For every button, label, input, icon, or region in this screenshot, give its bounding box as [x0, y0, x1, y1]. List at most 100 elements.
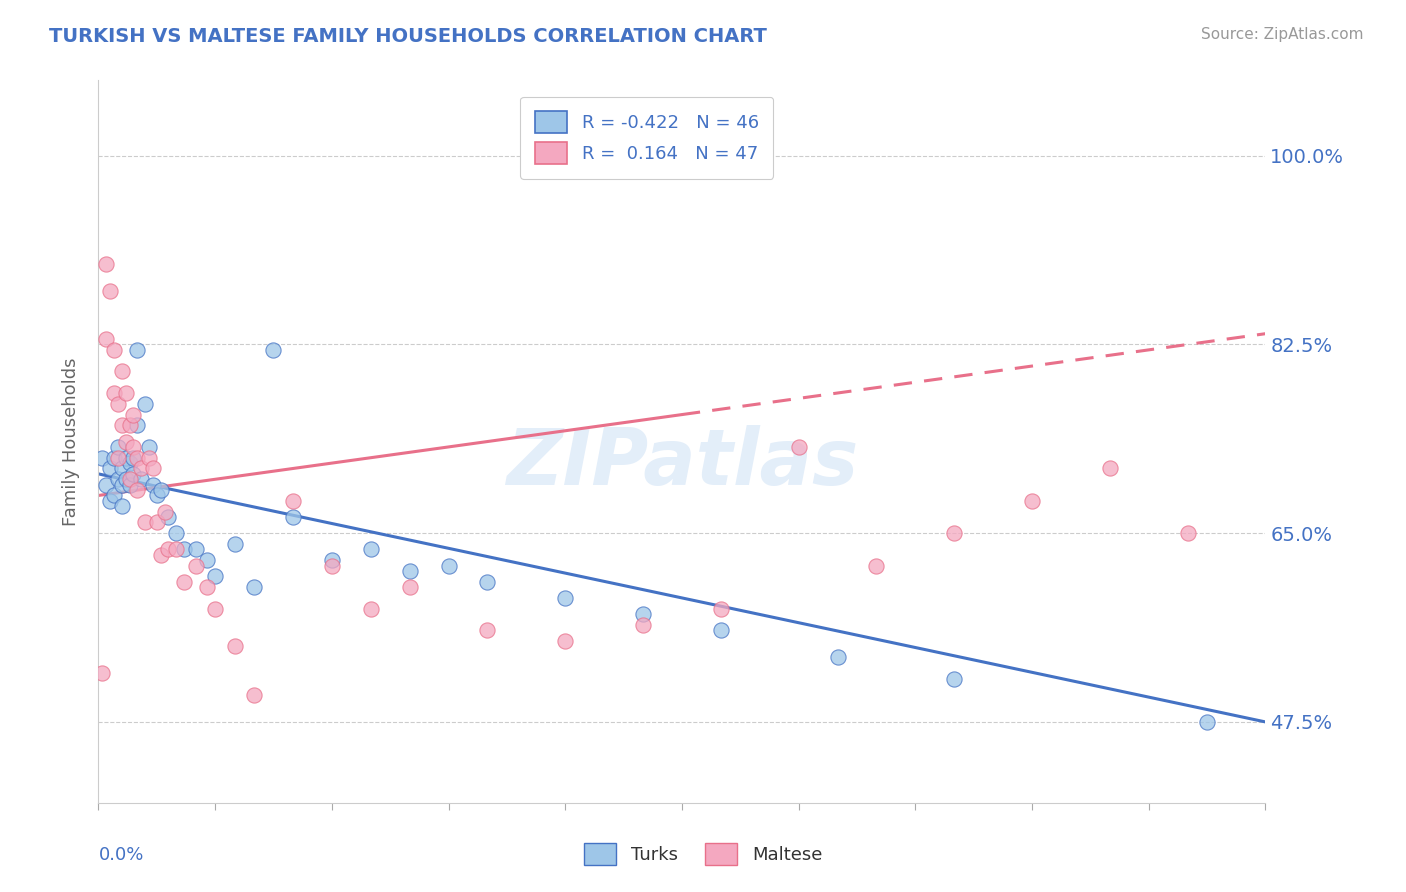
Point: [122, 440, 145, 454]
Point: [554, 634, 576, 648]
Point: [165, 542, 187, 557]
Point: [107, 397, 129, 411]
Point: [111, 500, 134, 514]
Point: [184, 558, 207, 573]
Point: [127, 450, 149, 465]
Point: [710, 624, 733, 638]
Point: [103, 343, 125, 357]
Point: [321, 558, 343, 573]
Point: [477, 624, 499, 638]
Text: 0.0%: 0.0%: [98, 847, 143, 864]
Point: [118, 418, 141, 433]
Legend: Turks, Maltese: Turks, Maltese: [575, 834, 831, 874]
Point: [631, 618, 654, 632]
Point: [114, 434, 136, 449]
Point: [398, 580, 420, 594]
Point: [111, 364, 134, 378]
Point: [262, 343, 284, 357]
Legend: R = -0.422   N = 46, R =  0.164   N = 47: R = -0.422 N = 46, R = 0.164 N = 47: [520, 96, 773, 178]
Point: [111, 461, 134, 475]
Point: [195, 553, 218, 567]
Point: [281, 493, 304, 508]
Point: [142, 477, 165, 491]
Point: [96, 332, 118, 346]
Y-axis label: Family Households: Family Households: [62, 358, 80, 525]
Point: [107, 440, 129, 454]
Point: [138, 440, 160, 454]
Point: [360, 601, 382, 615]
Point: [153, 505, 176, 519]
Point: [224, 640, 246, 654]
Point: [127, 483, 149, 497]
Point: [943, 672, 966, 686]
Point: [98, 493, 121, 508]
Point: [134, 397, 156, 411]
Point: [360, 542, 382, 557]
Point: [243, 688, 266, 702]
Point: [96, 477, 118, 491]
Text: TURKISH VS MALTESE FAMILY HOUSEHOLDS CORRELATION CHART: TURKISH VS MALTESE FAMILY HOUSEHOLDS COR…: [49, 27, 768, 45]
Point: [127, 418, 149, 433]
Point: [1098, 461, 1121, 475]
Point: [173, 542, 195, 557]
Point: [122, 467, 145, 481]
Point: [224, 537, 246, 551]
Point: [114, 386, 136, 401]
Point: [127, 343, 149, 357]
Point: [554, 591, 576, 605]
Point: [943, 526, 966, 541]
Point: [118, 456, 141, 470]
Point: [281, 510, 304, 524]
Point: [111, 418, 134, 433]
Point: [157, 542, 180, 557]
Point: [204, 569, 226, 583]
Point: [98, 461, 121, 475]
Point: [146, 516, 169, 530]
Point: [111, 477, 134, 491]
Point: [134, 516, 156, 530]
Point: [631, 607, 654, 621]
Point: [865, 558, 887, 573]
Point: [787, 440, 810, 454]
Point: [321, 553, 343, 567]
Point: [103, 488, 125, 502]
Point: [129, 472, 152, 486]
Point: [118, 472, 141, 486]
Point: [91, 666, 114, 681]
Point: [398, 564, 420, 578]
Point: [107, 450, 129, 465]
Point: [122, 450, 145, 465]
Point: [149, 483, 172, 497]
Point: [243, 580, 266, 594]
Point: [184, 542, 207, 557]
Point: [138, 450, 160, 465]
Point: [1177, 526, 1199, 541]
Point: [118, 477, 141, 491]
Point: [146, 488, 169, 502]
Point: [91, 450, 114, 465]
Point: [204, 601, 226, 615]
Point: [114, 450, 136, 465]
Point: [129, 461, 152, 475]
Point: [96, 257, 118, 271]
Point: [122, 408, 145, 422]
Point: [103, 450, 125, 465]
Text: ZIPatlas: ZIPatlas: [506, 425, 858, 501]
Point: [437, 558, 460, 573]
Point: [107, 472, 129, 486]
Text: Source: ZipAtlas.com: Source: ZipAtlas.com: [1201, 27, 1364, 42]
Point: [1021, 493, 1043, 508]
Point: [827, 650, 849, 665]
Point: [165, 526, 187, 541]
Point: [103, 386, 125, 401]
Point: [173, 574, 195, 589]
Point: [98, 284, 121, 298]
Point: [710, 601, 733, 615]
Point: [149, 548, 172, 562]
Point: [142, 461, 165, 475]
Point: [477, 574, 499, 589]
Point: [1195, 714, 1218, 729]
Point: [114, 472, 136, 486]
Point: [195, 580, 218, 594]
Point: [157, 510, 180, 524]
